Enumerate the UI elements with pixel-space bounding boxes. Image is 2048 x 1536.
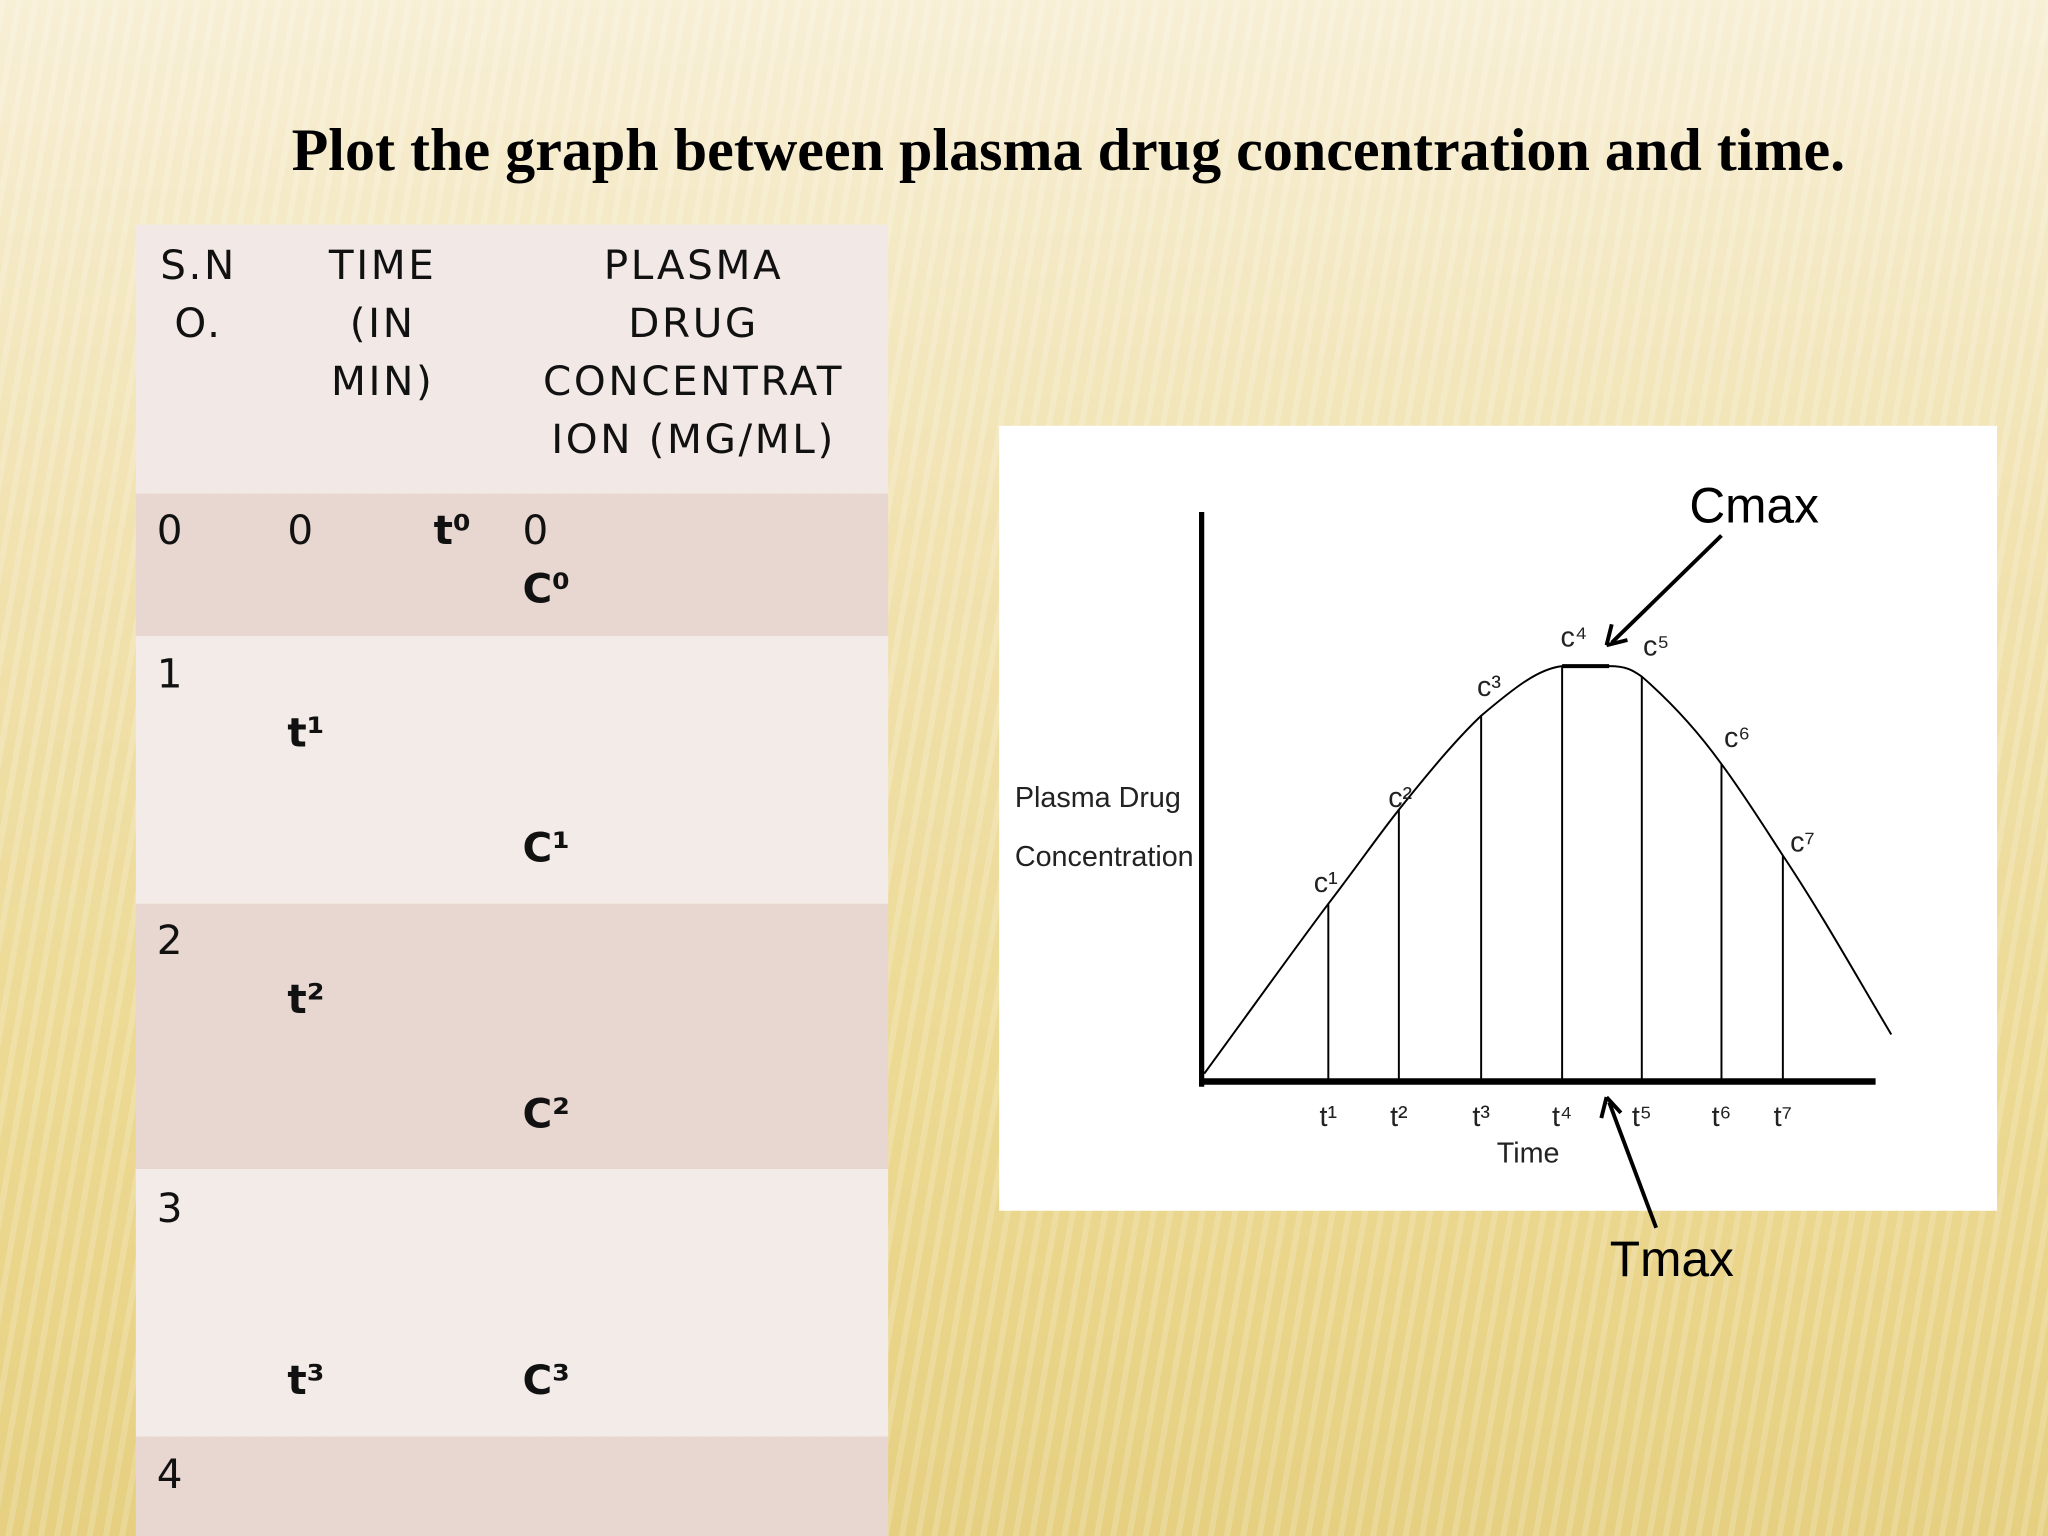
tmax-arrow	[1607, 1101, 1658, 1229]
slide-title: Plot the graph between plasma drug conce…	[292, 116, 1846, 183]
time-label: t¹	[1320, 1101, 1338, 1133]
cmax-arrowhead	[1604, 623, 1628, 648]
table-row-bg	[135, 636, 889, 904]
time-label: t⁷	[1774, 1101, 1792, 1133]
table-header-text: PLASMA	[604, 241, 784, 289]
concentration-label: c⁴	[1561, 622, 1588, 654]
concentration-label: c¹	[1314, 867, 1338, 899]
table-cell-text: 3	[157, 1184, 183, 1232]
table-cell-text: t⁰	[434, 506, 471, 554]
table-cell-text: C³	[522, 1356, 569, 1404]
table-header-text: CONCENTRAT	[543, 357, 844, 405]
table-header-bg	[135, 224, 889, 494]
table-cell-text: C¹	[522, 823, 569, 871]
table-row-bg	[135, 493, 889, 637]
cmax-label: Cmax	[1689, 477, 1819, 533]
table-cell-text: 0	[157, 506, 183, 554]
concentration-label: c⁶	[1724, 722, 1750, 754]
concentration-label: c²	[1388, 782, 1412, 814]
time-label: t⁵	[1632, 1101, 1652, 1133]
cmax-arrow	[1610, 534, 1723, 645]
table-cell-text: t¹	[287, 708, 324, 756]
table-cell-text: t²	[287, 975, 324, 1023]
table-row-bg	[135, 1436, 889, 1536]
concentration-label: c³	[1477, 671, 1501, 703]
table-cell-text: 2	[157, 916, 183, 964]
table-cell-text: 0	[287, 506, 313, 554]
x-axis-label: Time	[1497, 1137, 1560, 1169]
table-cell-text: 4	[157, 1450, 183, 1498]
time-label: t²	[1390, 1101, 1408, 1133]
table-cell-text: 0	[522, 506, 548, 554]
time-label: t⁴	[1552, 1101, 1572, 1133]
tmax-label: Tmax	[1610, 1231, 1734, 1287]
y-axis-label: Concentration	[1015, 841, 1194, 873]
table-header-text: (IN	[350, 299, 416, 347]
table-row-bg	[135, 1168, 889, 1437]
concentration-label: c⁵	[1643, 631, 1669, 663]
table-cell-text: C⁰	[522, 565, 569, 613]
table-cell-text: t³	[287, 1356, 324, 1404]
table-cell-text: C²	[522, 1090, 569, 1138]
table-header-text: ION (MG/ML)	[551, 415, 836, 463]
y-axis-label: Plasma Drug	[1015, 782, 1181, 814]
table-header-text: MIN)	[331, 357, 434, 405]
time-label: t³	[1472, 1101, 1490, 1133]
time-label: t⁶	[1712, 1101, 1732, 1133]
tmax-arrowhead	[1599, 1095, 1623, 1119]
concentration-label: c⁷	[1790, 827, 1815, 859]
table-cell-text: 1	[157, 650, 183, 698]
table-row-bg	[135, 903, 889, 1169]
table-header-text: DRUG	[628, 299, 759, 347]
table-header-text: S.N	[160, 241, 237, 289]
figure-bg	[999, 425, 1998, 1211]
table-header-text: O.	[174, 299, 222, 347]
table-header-text: TIME	[328, 241, 437, 289]
